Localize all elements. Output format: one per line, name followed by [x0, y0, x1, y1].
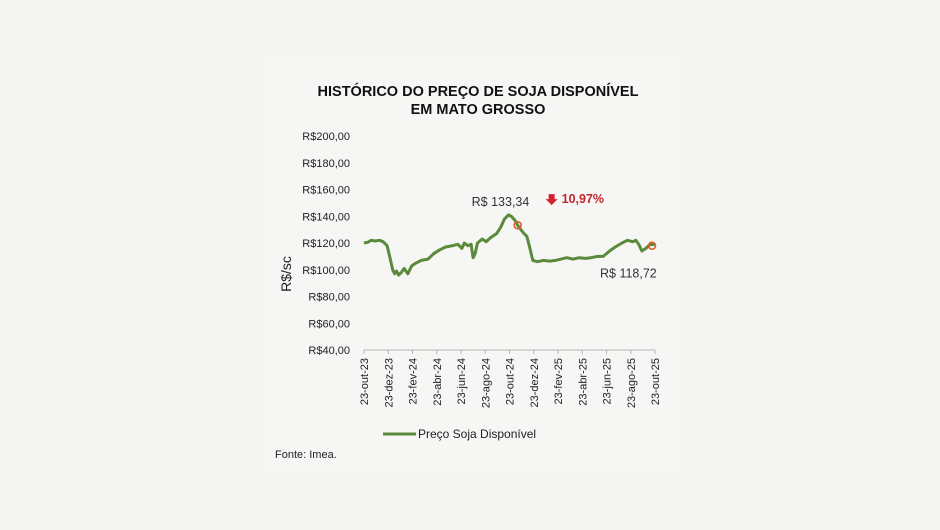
x-tick-label: 23-out-24 — [505, 358, 517, 405]
x-tick-label: 23-out-25 — [650, 358, 662, 405]
end-marker — [647, 241, 657, 251]
x-tick-label: 23-abr-25 — [577, 358, 589, 406]
x-tick-label: 23-jun-25 — [602, 358, 614, 404]
y-axis-label: R$/sc — [278, 256, 294, 292]
x-tick-label: 23-abr-24 — [432, 358, 444, 406]
x-tick-label: 23-dez-23 — [383, 358, 395, 408]
y-tick-label: R$200,00 — [302, 131, 350, 143]
peak-value-label: R$ 133,34 — [472, 195, 530, 209]
y-tick-label: R$40,00 — [308, 345, 350, 357]
change-percent-label: 10,97% — [562, 192, 604, 206]
y-tick-label: R$100,00 — [302, 265, 350, 277]
legend: Preço Soja Disponível — [383, 427, 536, 441]
legend-label: Preço Soja Disponível — [418, 427, 536, 441]
source-note: Fonte: Imea. — [275, 449, 337, 461]
x-tick-label: 23-ago-25 — [626, 358, 638, 408]
x-tick-label: 23-fev-25 — [553, 358, 565, 404]
series-line — [363, 213, 656, 277]
chart-title-line-1: HISTÓRICO DO PREÇO DE SOJA DISPONÍVEL — [318, 82, 639, 100]
y-tick-label: R$60,00 — [308, 318, 350, 330]
down-arrow-icon — [545, 194, 558, 206]
chart-title-line-2: EM MATO GROSSO — [411, 102, 546, 118]
line-chart: HISTÓRICO DO PREÇO DE SOJA DISPONÍVEL EM… — [275, 82, 662, 461]
series-layer — [363, 213, 656, 277]
y-axis: R$40,00 R$60,00 R$80,00 R$100,00 R$120,00 R$1… — [302, 131, 350, 357]
y-tick-label: R$160,00 — [302, 185, 350, 197]
chart-card: HISTÓRICO DO PREÇO DE SOJA DISPONÍVEL EM… — [266, 55, 678, 473]
annotation-layer: R$ 133,34 R$ 118,72 10,97% — [472, 192, 657, 281]
x-tick-label: 23-ago-24 — [480, 358, 492, 408]
y-tick-label: R$140,00 — [302, 211, 350, 223]
y-tick-label: R$120,00 — [302, 238, 350, 250]
peak-marker — [513, 220, 522, 230]
y-tick-label: R$80,00 — [308, 292, 350, 304]
y-tick-label: R$180,00 — [302, 158, 350, 170]
x-tick-label: 23-jun-24 — [456, 358, 468, 404]
x-tick-label: 23-fev-24 — [408, 358, 420, 404]
x-tick-label: 23-out-23 — [359, 358, 371, 405]
end-value-label: R$ 118,72 — [600, 267, 657, 281]
x-axis: 23-out-23 23-dez-23 23-fev-24 23-abr-24 23-j… — [359, 350, 662, 408]
x-tick-label: 23-dez-24 — [529, 358, 541, 408]
